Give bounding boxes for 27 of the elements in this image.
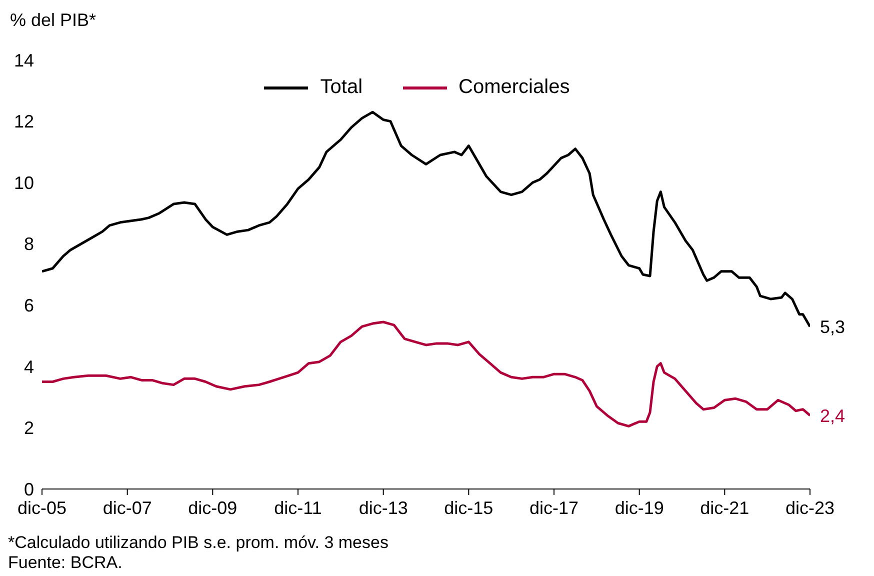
y-axis-title: % del PIB*: [10, 10, 96, 31]
line-series: [42, 110, 810, 328]
x-tick-label: dic-11: [274, 498, 322, 518]
y-tick-label: 8: [24, 234, 34, 254]
y-tick-label: 14: [14, 50, 34, 70]
x-tick-label: dic-13: [358, 498, 408, 518]
x-tick-label: dic-15: [444, 498, 494, 518]
y-tick-label: 0: [24, 479, 34, 500]
x-tick-label: dic-21: [700, 498, 750, 518]
legend-label: Total: [320, 76, 363, 99]
y-tick-label: 4: [24, 356, 34, 377]
y-tick-label: 6: [24, 296, 34, 316]
x-tick-label: dic-19: [614, 498, 664, 518]
annotation: 5,3: [820, 316, 846, 337]
x-tick-label: dic-05: [17, 498, 67, 518]
y-tick-label: 12: [14, 112, 34, 132]
x-tick-label: dic-23: [785, 498, 835, 518]
x-tick-label: dic-07: [102, 498, 152, 518]
x-tick-label: dic-09: [188, 498, 238, 518]
y-tick-label: 10: [14, 172, 34, 193]
annotation: 2,4: [820, 406, 846, 426]
x-tick-label: dic-17: [529, 498, 579, 518]
text: *Calculado utilizando PIB s.e. prom. móv. 3 meses: [8, 533, 390, 553]
legend-label: Comerciales: [458, 76, 570, 99]
line-series: [42, 320, 810, 428]
source-note: Fuente: BCRA.: [8, 553, 124, 573]
y-tick-label: 2: [24, 418, 34, 438]
